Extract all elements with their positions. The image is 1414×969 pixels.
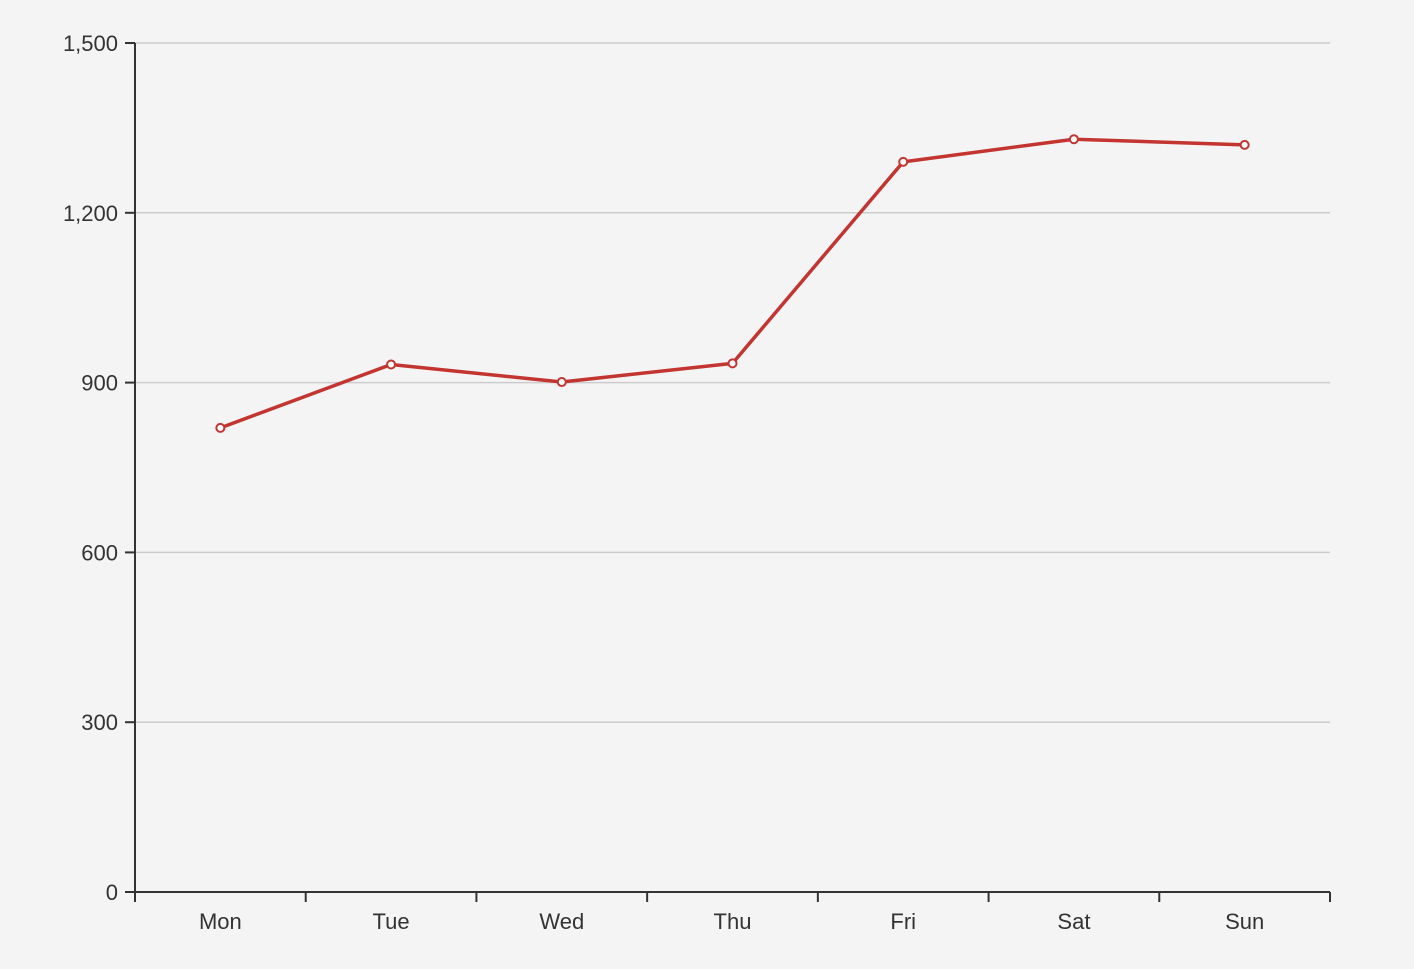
series-layer [215, 134, 1250, 433]
y-tick-label: 900 [81, 371, 118, 396]
x-tick-label: Wed [539, 909, 584, 934]
series-line [218, 137, 1247, 430]
data-point [556, 377, 567, 388]
y-tick-label: 600 [81, 540, 118, 565]
axis-layer: 0 300 600 900 1,200 1,500 Mon Tue Wed Thu Fri Sat Su… [63, 31, 1331, 934]
x-tick-label: Thu [714, 909, 752, 934]
data-point [1068, 134, 1079, 145]
grid-layer [135, 42, 1330, 723]
y-tick-label: 1,200 [63, 201, 118, 226]
y-tick-label: 300 [81, 710, 118, 735]
data-point [898, 156, 909, 167]
data-point [1239, 139, 1250, 150]
x-tick-label: Mon [199, 909, 242, 934]
y-tick-label: 0 [106, 880, 118, 905]
data-point [215, 422, 226, 433]
x-tick-label: Tue [373, 909, 410, 934]
y-tick-label: 1,500 [63, 31, 118, 56]
x-tick-label: Fri [890, 909, 916, 934]
x-tick-label: Sat [1057, 909, 1090, 934]
data-point [727, 358, 738, 369]
data-point [386, 359, 397, 370]
x-tick-label: Sun [1225, 909, 1264, 934]
